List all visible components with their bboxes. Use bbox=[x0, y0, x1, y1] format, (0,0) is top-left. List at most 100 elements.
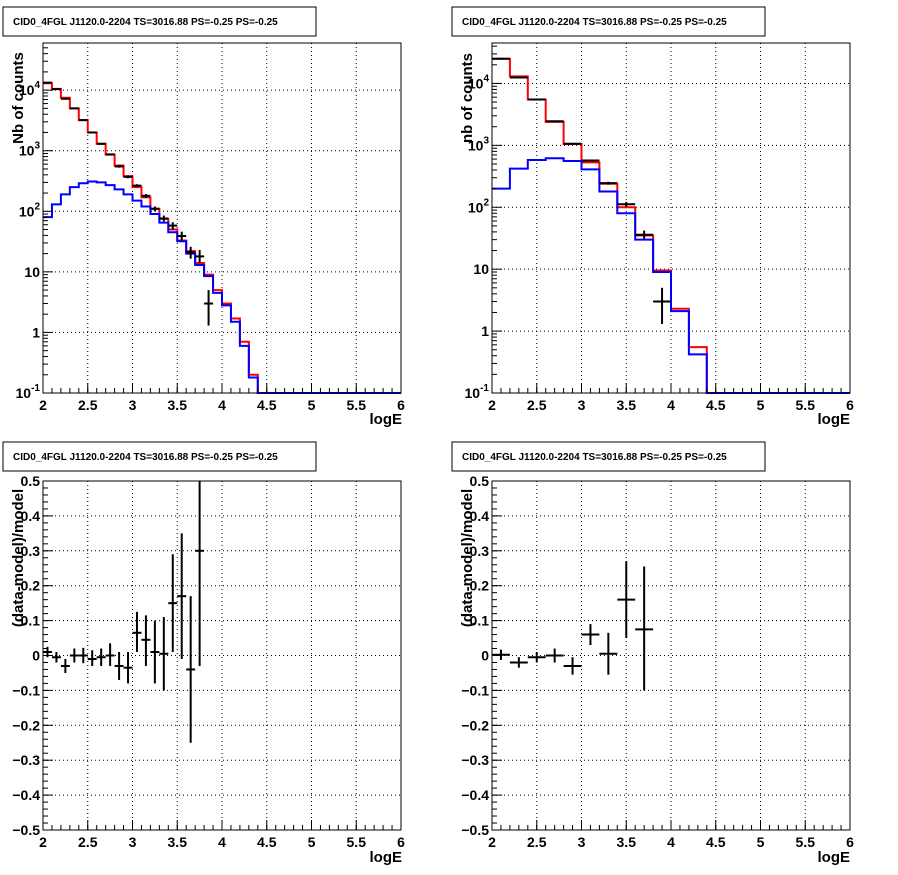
data-point bbox=[78, 647, 88, 664]
data-point bbox=[150, 206, 160, 212]
chart-title-box bbox=[2, 6, 317, 37]
x-tick-label: 3 bbox=[578, 397, 586, 413]
data-point bbox=[581, 624, 600, 646]
y-tick-label: 10 bbox=[473, 261, 489, 277]
data-point bbox=[69, 107, 79, 110]
x-tick-label: 4 bbox=[218, 834, 226, 850]
y-tick-label: 0.2 bbox=[470, 578, 490, 594]
y-tick-label: 0.3 bbox=[21, 543, 41, 559]
y-tick-exponent: -1 bbox=[31, 383, 40, 394]
y-tick-label: 10-1 bbox=[465, 383, 490, 401]
y-axis-title: nb of counts bbox=[459, 53, 476, 143]
histogram-series-blue bbox=[492, 157, 850, 394]
x-tick-label: 5 bbox=[308, 397, 316, 413]
y-tick-label: −0.3 bbox=[461, 752, 489, 768]
chart-title-box bbox=[451, 6, 766, 37]
chart-title: CID0_4FGL J1120.0-2204 TS=3016.88 PS=-0.… bbox=[462, 452, 727, 463]
data-point bbox=[43, 81, 52, 84]
chart-pad-2: 2 2.5 3 3.5 4 4.5 5 5.5 610-1110102103104logEnb … bbox=[451, 6, 854, 428]
x-tick-label: 4 bbox=[218, 397, 226, 413]
x-tick-label: 3 bbox=[578, 834, 586, 850]
y-tick-label: 102 bbox=[19, 201, 41, 219]
y-tick-label: 0.4 bbox=[470, 508, 490, 524]
x-tick-label: 2 bbox=[488, 834, 496, 850]
data-point bbox=[78, 119, 88, 122]
x-tick-label: 3 bbox=[129, 834, 137, 850]
chart-pad-1: 2 2.5 3 3.5 4 4.5 5 5.5 610-1110102103104logENb … bbox=[2, 6, 405, 428]
y-tick-label: 0 bbox=[32, 648, 40, 664]
data-point bbox=[563, 657, 582, 675]
data-point bbox=[545, 120, 564, 123]
chart-pad-3: 2 2.5 3 3.5 4 4.5 5 5.5 6 −0.5 −0.4 −0.3 −0.2 −0.1 0 0.… bbox=[2, 441, 405, 866]
data-point bbox=[123, 175, 133, 179]
data-point bbox=[114, 652, 124, 680]
y-tick-label: 0.1 bbox=[21, 613, 41, 629]
x-axis-title: logE bbox=[818, 849, 851, 866]
chart-title-box bbox=[451, 441, 766, 472]
chart-title: CID0_4FGL J1120.0-2204 TS=3016.88 PS=-0.… bbox=[462, 17, 727, 28]
data-point bbox=[132, 184, 142, 188]
y-tick-label: −0.5 bbox=[461, 822, 489, 838]
y-axis-title: (data-model)/model bbox=[10, 489, 27, 627]
data-point bbox=[96, 648, 106, 666]
y-tick-label: 0.2 bbox=[21, 578, 41, 594]
data-point bbox=[60, 658, 70, 673]
x-tick-label: 2.5 bbox=[527, 397, 547, 413]
x-tick-label: 6 bbox=[846, 397, 854, 413]
x-tick-label: 2.5 bbox=[78, 397, 98, 413]
data-point bbox=[132, 611, 142, 653]
y-tick-label: 102 bbox=[468, 197, 490, 215]
y-tick-label: 0.4 bbox=[21, 508, 41, 524]
x-axis-title: logE bbox=[370, 849, 403, 866]
x-tick-label: 3.5 bbox=[168, 397, 188, 413]
y-tick-label: 0.5 bbox=[21, 473, 41, 489]
data-point bbox=[186, 246, 196, 259]
y-tick-label: −0.3 bbox=[12, 752, 40, 768]
y-tick-label: 0 bbox=[481, 648, 489, 664]
y-tick-exponent: 3 bbox=[34, 141, 40, 152]
histogram-series-red bbox=[43, 82, 401, 394]
y-axis-title: Nb of counts bbox=[10, 52, 27, 144]
x-tick-label: 4.5 bbox=[706, 397, 726, 413]
x-tick-label: 2 bbox=[39, 397, 47, 413]
data-point bbox=[177, 533, 187, 659]
y-tick-label: −0.4 bbox=[12, 787, 40, 803]
y-tick-label: −0.4 bbox=[461, 787, 489, 803]
data-point bbox=[635, 230, 654, 239]
x-tick-label: 5 bbox=[757, 834, 765, 850]
y-tick-exponent: 2 bbox=[34, 201, 40, 212]
data-point bbox=[492, 57, 510, 60]
gridlines bbox=[43, 481, 401, 830]
y-tick-label: −0.1 bbox=[12, 682, 40, 698]
x-axis-title: logE bbox=[818, 411, 851, 428]
y-tick-exponent: 2 bbox=[483, 197, 489, 208]
x-tick-label: 3.5 bbox=[168, 834, 188, 850]
data-point bbox=[617, 561, 636, 639]
data-point bbox=[141, 615, 151, 666]
data-point bbox=[527, 98, 546, 101]
data-point bbox=[87, 650, 97, 666]
x-tick-label: 2.5 bbox=[78, 834, 98, 850]
data-point bbox=[204, 290, 214, 326]
x-tick-label: 4.5 bbox=[257, 834, 277, 850]
y-tick-exponent: 3 bbox=[483, 135, 489, 146]
y-tick-label: 1 bbox=[32, 324, 40, 340]
data-point bbox=[87, 131, 97, 134]
data-point bbox=[653, 287, 671, 325]
y-tick-label: −0.2 bbox=[461, 717, 489, 733]
x-tick-label: 3.5 bbox=[617, 397, 637, 413]
data-point bbox=[195, 481, 205, 666]
x-tick-label: 5.5 bbox=[347, 834, 367, 850]
data-point bbox=[635, 566, 654, 691]
x-tick-label: 4.5 bbox=[257, 397, 277, 413]
x-tick-label: 2.5 bbox=[527, 834, 547, 850]
data-point bbox=[186, 596, 196, 743]
y-tick-label: 10 bbox=[24, 264, 40, 280]
data-point bbox=[159, 617, 169, 691]
data-point bbox=[141, 193, 151, 198]
y-tick-label: 1 bbox=[481, 323, 489, 339]
data-point bbox=[69, 648, 79, 663]
data-point bbox=[105, 153, 115, 156]
data-point bbox=[168, 554, 178, 653]
